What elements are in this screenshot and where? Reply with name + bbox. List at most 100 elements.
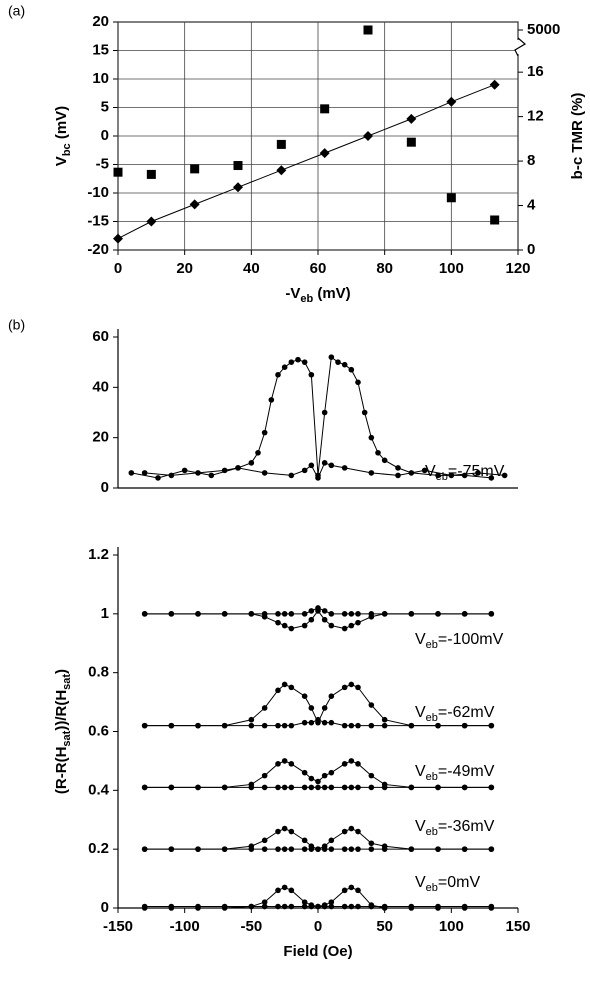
axis-break-gap [516,40,530,54]
circle-marker [261,611,268,617]
circle-marker [435,846,441,852]
circle-marker [355,903,361,910]
circle-marker [301,784,308,791]
circle-marker [308,371,315,378]
circle-marker [301,899,308,905]
circle-marker [315,778,321,785]
circle-marker [368,722,375,729]
curve-label: Veb=-100mV [415,631,504,651]
square-marker [320,104,330,114]
circle-marker [448,472,455,479]
circle-marker [375,449,381,456]
circle-marker [321,903,328,910]
diamond-marker [233,182,243,193]
curve-label-part: V [425,463,436,480]
circle-marker [355,684,361,691]
circle-marker [435,611,441,617]
y-tick-label: 60 [92,328,109,345]
square-marker [233,161,243,171]
y2-tick-label: 0 [527,241,535,258]
x-tick-label: -100 [170,918,200,935]
circle-marker [368,784,375,791]
circle-marker [248,903,255,910]
circle-marker [381,903,388,910]
y-axis-title-part: sat [61,674,73,690]
x-tick-label: 20 [176,260,193,277]
circle-marker [288,684,295,691]
curve-label-part: =-62mV [438,704,495,721]
circle-marker [461,611,468,617]
circle-marker [168,784,175,791]
y-axis-title-part: V [53,156,70,166]
x-axis-title-part: eb [300,293,313,305]
square-marker [190,164,200,174]
diamond-marker [189,199,200,210]
curve-label-part: V [415,631,426,648]
x-tick-label: 0 [314,918,322,935]
y-tick-label: -15 [87,212,109,229]
circle-marker [221,784,228,791]
curve-label-part: V [415,704,426,721]
circle-marker [195,903,201,910]
circle-marker [461,722,468,729]
circle-marker [301,611,308,617]
x-axis-title: -Veb (mV) [285,285,350,305]
curve-label-part: eb [426,882,438,894]
y-tick-label: -10 [87,184,109,201]
circle-marker [268,397,275,403]
circle-marker [321,784,328,791]
circle-marker [288,846,295,852]
curve-label-part: =-75mV [448,463,505,480]
circle-marker [261,846,268,852]
circle-marker [221,846,228,852]
circle-marker [321,719,328,726]
circle-marker [261,899,268,905]
circle-marker [195,784,201,791]
circle-marker [355,611,361,617]
y-axis-title-part: ))/R(H [53,690,70,731]
circle-marker [348,681,355,688]
y-tick-label: 15 [92,41,109,58]
circle-marker [321,616,328,623]
circle-marker [275,371,281,378]
circle-marker [341,611,348,617]
diamond-marker [406,113,417,124]
x-tick-label: 50 [376,918,393,935]
y-axis-title-part: bc [61,143,73,156]
circle-marker [408,722,415,729]
circle-marker [141,611,148,617]
circle-marker [141,784,148,791]
circle-marker [368,434,375,441]
circle-marker [261,705,268,711]
circle-marker [308,616,315,623]
circle-marker [281,884,288,891]
circle-marker [395,472,401,479]
circle-marker [361,409,368,416]
circle-marker [281,622,288,629]
circle-marker [141,846,148,852]
circle-marker [288,887,295,894]
y-tick-label: 0.8 [88,664,109,681]
diamond-marker [146,216,157,227]
circle-marker [368,611,375,617]
circle-marker [301,693,308,699]
circle-marker [315,605,321,611]
circle-marker [381,457,388,464]
circle-marker [341,846,348,852]
y-axis-title-part: ) [53,669,70,674]
circle-marker [328,837,335,844]
circle-marker [275,828,281,835]
circle-marker [328,622,335,629]
diamond-marker [276,165,287,176]
y2-axis-title: b-c TMR (%) [569,93,586,180]
circle-marker [248,784,255,791]
y-tick-label: -20 [87,241,109,258]
circle-marker [368,840,375,847]
x-tick-label: 80 [376,260,393,277]
circle-marker [288,761,295,767]
circle-marker [368,846,375,852]
circle-marker [321,772,328,779]
circle-marker [435,722,441,729]
circle-marker [328,354,335,360]
circle-marker [475,470,481,476]
